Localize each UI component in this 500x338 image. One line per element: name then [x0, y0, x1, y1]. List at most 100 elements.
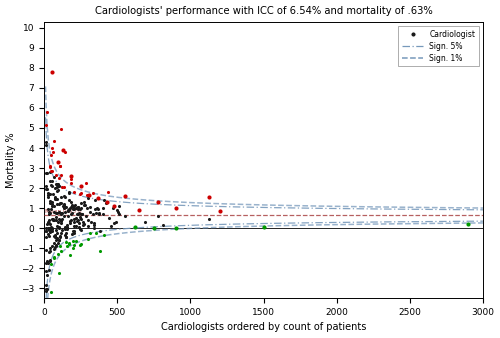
- Point: [48, 216, 56, 222]
- Point: [42, 139, 50, 145]
- Point: [62, 239, 70, 245]
- Point: [50, 254, 58, 259]
- Point: [51, 196, 59, 201]
- Point: [59, 147, 67, 153]
- Point: [135, 208, 143, 213]
- Point: [45, 249, 53, 255]
- Point: [99, 205, 107, 211]
- Point: [86, 204, 94, 210]
- Point: [60, 193, 68, 199]
- Point: [64, 189, 72, 195]
- Point: [80, 199, 88, 205]
- Point: [104, 189, 112, 195]
- Point: [54, 251, 62, 257]
- Point: [50, 240, 58, 246]
- Point: [216, 208, 224, 214]
- Point: [48, 201, 56, 207]
- Point: [46, 313, 54, 319]
- Point: [120, 193, 128, 199]
- Point: [46, 164, 54, 169]
- Point: [49, 192, 57, 197]
- Point: [60, 202, 68, 207]
- Point: [72, 224, 80, 229]
- Point: [44, 206, 52, 211]
- Point: [52, 172, 60, 178]
- Point: [60, 224, 68, 230]
- Point: [62, 232, 70, 237]
- Point: [70, 242, 78, 247]
- Point: [66, 220, 74, 225]
- Point: [51, 185, 59, 190]
- Point: [69, 204, 77, 210]
- Point: [58, 210, 66, 215]
- Point: [44, 210, 52, 215]
- Point: [48, 225, 56, 231]
- Point: [58, 228, 66, 233]
- Point: [58, 216, 66, 221]
- Point: [90, 221, 98, 226]
- Point: [159, 222, 167, 228]
- Point: [66, 205, 74, 211]
- Point: [46, 227, 54, 232]
- Point: [83, 192, 91, 197]
- Point: [65, 241, 73, 246]
- Point: [47, 168, 55, 173]
- Point: [44, 232, 52, 237]
- Point: [50, 234, 58, 239]
- Point: [52, 196, 60, 201]
- Point: [74, 204, 82, 209]
- Point: [60, 203, 68, 209]
- Y-axis label: Mortality %: Mortality %: [6, 132, 16, 188]
- Point: [106, 216, 114, 221]
- Point: [46, 258, 54, 263]
- Point: [77, 241, 85, 246]
- Point: [60, 203, 68, 209]
- Point: [42, 268, 50, 273]
- Point: [46, 192, 54, 197]
- Point: [52, 195, 60, 200]
- Point: [44, 190, 52, 195]
- Point: [45, 220, 53, 226]
- Point: [50, 203, 58, 209]
- Point: [80, 222, 88, 227]
- Point: [46, 211, 54, 216]
- Point: [48, 69, 56, 75]
- Point: [46, 170, 54, 175]
- Point: [121, 213, 129, 219]
- Point: [70, 216, 78, 222]
- Point: [63, 227, 71, 232]
- Point: [74, 212, 82, 217]
- Point: [47, 200, 55, 205]
- Point: [56, 235, 64, 240]
- Point: [63, 222, 71, 228]
- Point: [66, 252, 74, 258]
- Point: [44, 220, 52, 225]
- Point: [58, 221, 66, 226]
- Point: [69, 246, 77, 251]
- Point: [43, 109, 51, 115]
- Point: [100, 211, 108, 217]
- Point: [64, 190, 72, 196]
- Point: [172, 225, 179, 231]
- Point: [53, 189, 61, 194]
- Point: [42, 261, 50, 266]
- Point: [44, 325, 52, 331]
- Point: [76, 205, 84, 210]
- Point: [92, 230, 100, 236]
- Point: [52, 243, 60, 248]
- Point: [60, 206, 68, 211]
- Point: [46, 246, 54, 251]
- Point: [47, 206, 55, 212]
- Point: [77, 200, 85, 205]
- Point: [93, 205, 101, 211]
- Point: [68, 202, 76, 208]
- Point: [86, 219, 94, 225]
- Point: [84, 217, 92, 223]
- Point: [46, 164, 54, 169]
- Point: [58, 194, 66, 199]
- Point: [48, 227, 56, 232]
- Point: [74, 206, 82, 211]
- Point: [96, 228, 104, 234]
- Point: [52, 227, 60, 233]
- Point: [54, 210, 62, 215]
